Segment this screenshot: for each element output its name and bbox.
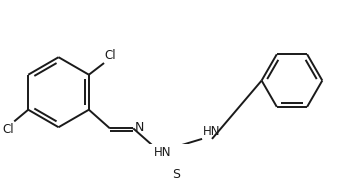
Text: Cl: Cl bbox=[104, 49, 116, 62]
Text: HN: HN bbox=[154, 147, 171, 159]
Text: S: S bbox=[172, 168, 180, 181]
Text: N: N bbox=[134, 121, 144, 134]
Text: Cl: Cl bbox=[2, 122, 14, 136]
Text: HN: HN bbox=[203, 125, 220, 138]
